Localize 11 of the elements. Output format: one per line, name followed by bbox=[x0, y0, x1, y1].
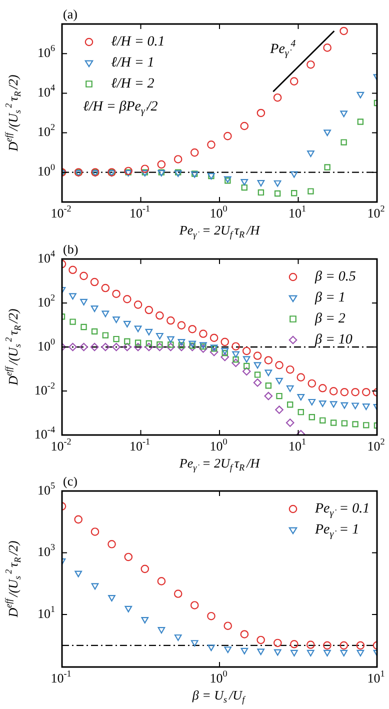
y-axis-title: Deff/(Us2τR/2) bbox=[3, 308, 22, 386]
legend-label: ℓ/H = 0.1 bbox=[111, 34, 165, 50]
chart-title: (a) bbox=[63, 6, 78, 22]
legend-label: β = 0.5 bbox=[314, 270, 356, 285]
y-axis-title: Deff/(Us2τR/2) bbox=[3, 540, 22, 618]
legend-label: ℓ/H = 2 bbox=[111, 76, 154, 92]
legend-label: β = 2 bbox=[314, 312, 346, 327]
y-axis-title: Deff/(Us2τR/2) bbox=[3, 74, 22, 152]
legend-label: β = 10 bbox=[314, 332, 352, 348]
legend-label: ℓ/H = 1 bbox=[111, 56, 154, 71]
legend-label: β = 1 bbox=[314, 290, 346, 306]
